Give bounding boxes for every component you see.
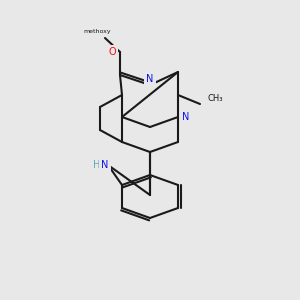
Text: N: N	[146, 74, 154, 84]
Text: H: H	[93, 160, 101, 170]
Text: CH₃: CH₃	[208, 94, 224, 103]
Text: O: O	[108, 47, 116, 57]
Text: N: N	[182, 112, 190, 122]
Text: N: N	[101, 160, 109, 170]
Text: methoxy: methoxy	[83, 29, 111, 34]
